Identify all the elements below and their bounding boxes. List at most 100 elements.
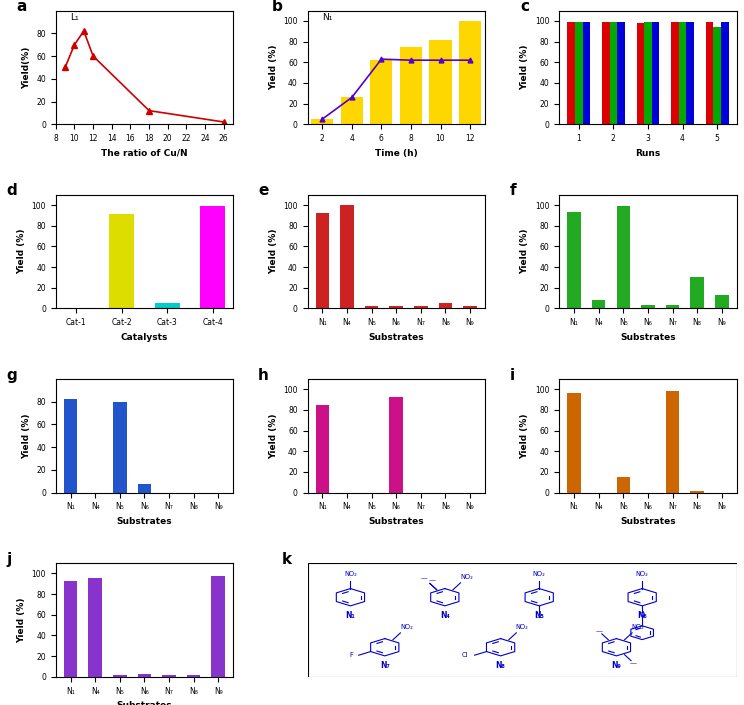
Y-axis label: Yield (%): Yield (%) [521, 44, 530, 90]
Text: —: — [429, 577, 435, 584]
Text: NO₂: NO₂ [635, 571, 649, 577]
Bar [113, 402, 126, 493]
X-axis label: Substrates: Substrates [368, 333, 424, 342]
X-axis label: Substrates: Substrates [620, 333, 676, 342]
Bar [666, 305, 679, 309]
Bar [89, 577, 102, 677]
Text: k: k [282, 552, 292, 567]
Bar [609, 22, 617, 124]
Text: f: f [510, 183, 516, 198]
Bar [187, 675, 200, 677]
Text: g: g [6, 367, 17, 383]
Bar [583, 22, 590, 124]
Bar [200, 206, 225, 309]
Bar [311, 119, 333, 124]
Text: N₉: N₉ [612, 661, 621, 670]
X-axis label: Substrates: Substrates [117, 701, 173, 705]
Bar [617, 206, 630, 309]
Bar [568, 212, 581, 309]
Y-axis label: Yield (%): Yield (%) [269, 44, 278, 90]
Text: —: — [596, 628, 603, 634]
Bar [315, 214, 329, 309]
Bar [575, 22, 583, 124]
Bar [211, 575, 225, 677]
Text: N₈: N₈ [496, 661, 505, 670]
Text: Cl: Cl [462, 652, 469, 658]
Text: N₇: N₇ [380, 661, 390, 670]
Text: L₁: L₁ [70, 13, 79, 22]
Bar [592, 300, 606, 309]
Bar [713, 27, 721, 124]
Bar [389, 396, 403, 493]
Text: h: h [258, 367, 269, 383]
Bar [617, 477, 630, 493]
Text: —: — [630, 660, 637, 666]
Text: i: i [510, 367, 515, 383]
Y-axis label: Yield (%): Yield (%) [521, 413, 530, 458]
X-axis label: Runs: Runs [635, 149, 661, 157]
Bar [568, 393, 581, 493]
Text: a: a [17, 0, 28, 14]
Text: F: F [349, 652, 353, 658]
Bar [400, 47, 422, 124]
Bar [721, 22, 728, 124]
X-axis label: The ratio of Cu/N: The ratio of Cu/N [101, 149, 187, 157]
Text: NO₂: NO₂ [533, 571, 545, 577]
Text: N₁: N₁ [345, 611, 356, 620]
Text: —: — [536, 614, 542, 620]
Text: —: — [421, 575, 428, 582]
Bar [138, 674, 151, 677]
Y-axis label: Yield (%): Yield (%) [269, 229, 278, 274]
Y-axis label: Yield (%): Yield (%) [521, 229, 530, 274]
Text: N₄: N₄ [440, 611, 450, 620]
X-axis label: Catalysts: Catalysts [121, 333, 168, 342]
Bar [429, 39, 452, 124]
Bar [315, 405, 329, 493]
Bar [155, 303, 179, 309]
Bar [671, 22, 679, 124]
Text: NO₂: NO₂ [344, 571, 357, 577]
Bar [414, 307, 428, 309]
Bar [109, 214, 134, 309]
Text: b: b [272, 0, 283, 14]
Bar [64, 400, 77, 493]
X-axis label: Time (h): Time (h) [375, 149, 417, 157]
Bar [464, 307, 477, 309]
Text: NO₂: NO₂ [516, 625, 529, 630]
Bar [371, 60, 393, 124]
Text: N₁: N₁ [321, 13, 332, 22]
Bar [690, 278, 704, 309]
Y-axis label: Yield (%): Yield (%) [17, 229, 26, 274]
X-axis label: Substrates: Substrates [368, 517, 424, 526]
Y-axis label: Yield (%): Yield (%) [22, 413, 31, 458]
Text: NO₂: NO₂ [632, 625, 644, 630]
Bar [568, 22, 575, 124]
Y-axis label: Yield(%): Yield(%) [22, 47, 31, 89]
Bar [439, 303, 452, 309]
Text: d: d [6, 183, 17, 198]
Bar [341, 97, 363, 124]
Bar [389, 307, 403, 309]
Bar [459, 21, 481, 124]
X-axis label: Substrates: Substrates [620, 517, 676, 526]
Bar [113, 675, 126, 677]
Bar [637, 23, 644, 124]
Bar [644, 22, 652, 124]
Bar [686, 22, 694, 124]
Bar [340, 205, 353, 309]
Bar [641, 305, 655, 309]
Y-axis label: Yield (%): Yield (%) [269, 413, 278, 458]
Text: c: c [520, 0, 529, 14]
Bar [138, 484, 151, 493]
Bar [715, 295, 728, 309]
Bar [652, 22, 659, 124]
X-axis label: Substrates: Substrates [117, 517, 173, 526]
Y-axis label: Yield (%): Yield (%) [17, 597, 26, 643]
Bar [679, 22, 686, 124]
Bar [705, 22, 713, 124]
Bar [666, 391, 679, 493]
Text: j: j [6, 552, 11, 567]
Text: NO₂: NO₂ [460, 575, 473, 580]
Bar [162, 675, 176, 677]
Bar [602, 22, 609, 124]
